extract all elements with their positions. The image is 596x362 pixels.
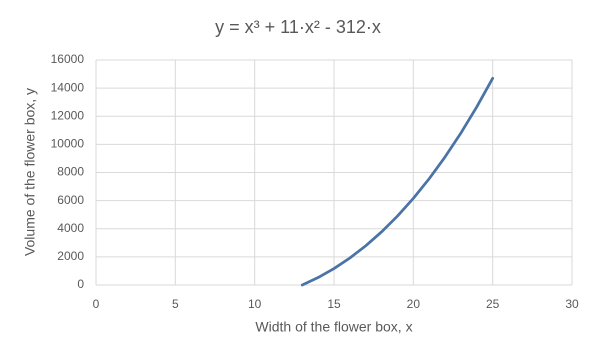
x-tick-label: 15	[327, 297, 341, 311]
x-tick-label: 0	[93, 297, 100, 311]
y-tick-label: 2000	[57, 249, 84, 263]
y-tick-label: 16000	[51, 52, 85, 66]
x-tick-label: 25	[486, 297, 500, 311]
x-tick-label: 10	[248, 297, 262, 311]
x-axis-title: Width of the flower box, x	[255, 319, 412, 335]
y-tick-label: 14000	[51, 80, 85, 94]
y-tick-label: 0	[77, 277, 84, 291]
y-tick-label: 4000	[57, 221, 84, 235]
x-tick-label: 5	[172, 297, 179, 311]
y-tick-label: 12000	[51, 108, 85, 122]
x-tick-label: 20	[407, 297, 421, 311]
y-axis-title: Volume of the flower box, y	[22, 88, 38, 256]
y-tick-label: 8000	[57, 165, 84, 179]
chart-title: y = x³ + 11·x² - 312·x	[215, 17, 381, 37]
y-tick-label: 6000	[57, 193, 84, 207]
y-tick-label: 10000	[51, 137, 85, 151]
data-line	[300, 76, 495, 287]
x-tick-label: 30	[565, 297, 579, 311]
